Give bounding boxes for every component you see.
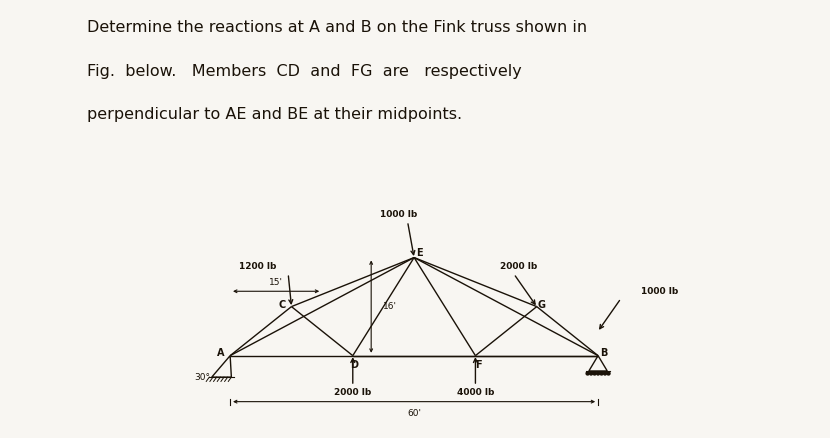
Text: E: E bbox=[416, 248, 422, 258]
Text: Fig.  below.   Members  CD  and  FG  are   respectively: Fig. below. Members CD and FG are respec… bbox=[87, 64, 522, 78]
Text: 60': 60' bbox=[407, 410, 421, 418]
Text: 15': 15' bbox=[269, 278, 283, 286]
Circle shape bbox=[593, 372, 596, 375]
Text: Determine the reactions at A and B on the Fink truss shown in: Determine the reactions at A and B on th… bbox=[87, 20, 588, 35]
Circle shape bbox=[600, 372, 603, 375]
Text: 2000 lb: 2000 lb bbox=[500, 262, 537, 271]
Circle shape bbox=[607, 372, 610, 375]
Text: C: C bbox=[278, 300, 286, 311]
Text: 1200 lb: 1200 lb bbox=[239, 262, 276, 271]
Text: B: B bbox=[601, 348, 608, 357]
Text: D: D bbox=[350, 360, 359, 370]
Circle shape bbox=[603, 372, 607, 375]
Text: A: A bbox=[217, 348, 225, 357]
Text: 2000 lb: 2000 lb bbox=[334, 388, 371, 397]
Circle shape bbox=[589, 372, 593, 375]
Circle shape bbox=[597, 372, 599, 375]
Text: 4000 lb: 4000 lb bbox=[457, 388, 494, 397]
Text: 30°: 30° bbox=[194, 373, 211, 381]
Text: perpendicular to AE and BE at their midpoints.: perpendicular to AE and BE at their midp… bbox=[87, 107, 462, 122]
Text: 16': 16' bbox=[383, 302, 397, 311]
Circle shape bbox=[586, 372, 589, 375]
Text: 1000 lb: 1000 lb bbox=[380, 210, 417, 219]
Text: F: F bbox=[476, 360, 481, 370]
Text: 1000 lb: 1000 lb bbox=[641, 287, 678, 296]
Text: G: G bbox=[538, 300, 545, 311]
